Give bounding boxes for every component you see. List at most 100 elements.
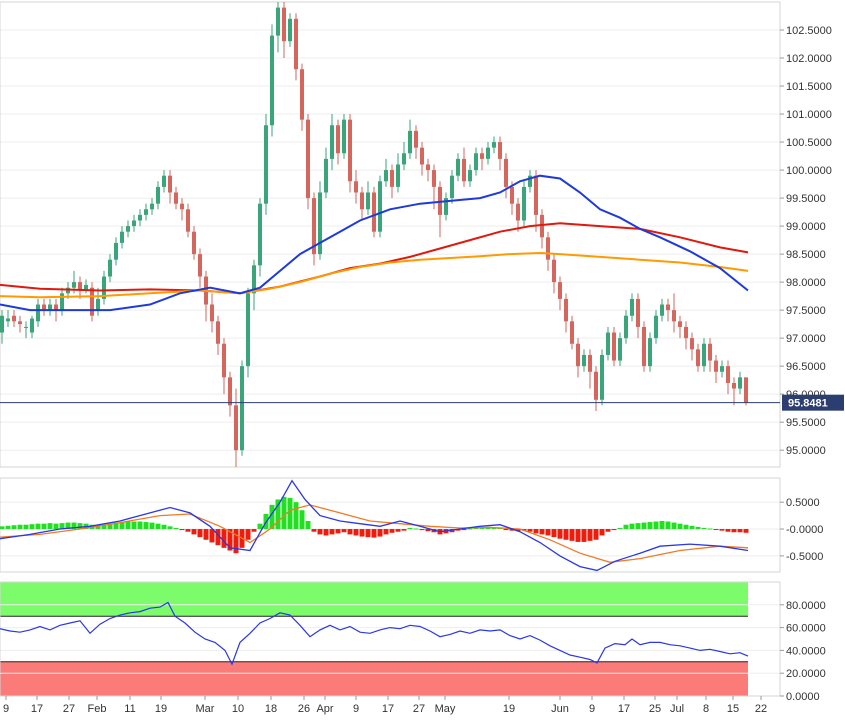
candle-body [672,310,676,322]
macd-histogram-bar [161,524,167,530]
candle-body [738,377,742,389]
macd-histogram-bar [719,529,725,531]
candle-body [24,326,28,328]
rsi-panel[interactable]: 80.0000 60.0000 40.0000 20.0000 0.0000 [0,581,826,703]
macd-histogram-bar [155,523,161,530]
candle-body [618,338,622,361]
candle-body [456,158,460,176]
candle-body [324,158,328,193]
candle-body [162,175,166,187]
candle-body [552,259,556,283]
macd-histogram-bar [281,496,287,530]
x-tick-label: 9 [3,703,9,715]
candle-body [612,332,616,361]
macd-tick-label: 0.5000 [786,497,820,509]
rsi-tick-label: 60.0000 [786,623,826,635]
candle-body [504,158,508,187]
candle-body [666,304,670,311]
candle-body [252,265,256,294]
candle-body [528,175,532,187]
price-tick-label: 102.0000 [786,53,832,65]
time-axis: 9 17 27 Feb 11 19 Mar 10 18 26 Apr 9 17 27 May 19 Jun 9 17… [3,696,767,715]
macd-histogram-bar [527,529,533,532]
macd-histogram-bar [659,520,665,530]
macd-tick-label: -0.5000 [786,551,823,563]
candle-body [480,153,484,159]
candle-body [396,164,400,187]
candle-body [414,130,418,148]
macd-histogram-bar [143,522,149,530]
candle-body [216,321,220,344]
x-tick-label: 22 [755,703,767,715]
macd-histogram-bar [383,529,389,535]
x-tick-label: 10 [232,703,244,715]
price-tick-label: 98.5000 [786,249,826,261]
macd-histogram-bar [197,529,203,538]
candle-body [522,186,526,221]
last-price-marker: 95.8481 [0,394,844,411]
macd-histogram-bar [23,524,29,530]
macd-histogram-bar [617,527,623,530]
macd-histogram-bar [635,523,641,530]
candle-body [726,366,730,383]
candle-body [444,198,448,215]
sma-slow-line [0,222,749,295]
x-tick-label: 17 [382,703,394,715]
macd-panel[interactable]: 0.5000 -0.0000 -0.5000 [0,477,823,573]
macd-histogram-bar [665,521,671,530]
candle-body [384,170,388,182]
x-tick-label: Apr [316,703,333,715]
candle-body [54,304,58,311]
macd-histogram-bar [305,520,311,530]
candle-body [258,203,262,266]
candle-body [606,332,610,355]
candle-body [78,282,82,291]
candle-body [558,282,562,299]
macd-histogram-bar [401,529,407,531]
macd-signal-line [0,504,749,563]
candle-body [546,237,550,260]
macd-tick-label: -0.0000 [786,524,823,536]
rsi-tick-label: 20.0000 [786,668,826,680]
macd-histogram-bar [341,529,347,533]
candle-body [126,226,130,232]
candle-body [594,371,598,400]
macd-histogram-bar [323,529,329,536]
price-tick-label: 102.5000 [786,25,832,37]
macd-histogram-bar [173,527,179,530]
macd-histogram-bar [131,521,137,530]
price-tick-label: 95.0000 [786,445,826,457]
sma-fast-line [0,174,749,312]
candle-body [120,231,124,243]
price-panel[interactable]: 102.5000 102.0000 101.5000 101.0000 100.5000… [0,1,832,468]
macd-histogram-bar [95,525,101,530]
candle-body [492,142,496,148]
macd-histogram-bar [587,529,593,541]
candle-body [264,125,268,204]
candle-body [108,259,112,277]
price-tick-label: 100.0000 [786,165,832,177]
macd-histogram-bar [581,529,587,542]
macd-main-line [0,479,749,572]
macd-histogram-bar [317,529,323,535]
candle-body [702,343,706,367]
candle-body [282,7,286,42]
candle-body [234,405,238,451]
candle-body [684,326,688,339]
rsi-tick-label: 0.0000 [786,691,820,703]
price-frame [0,1,781,468]
x-tick-label: 19 [155,703,167,715]
macd-histogram-bar [365,529,371,538]
macd-histogram-bar [545,529,551,536]
candle-body [432,170,436,187]
x-tick-label: May [435,703,456,715]
macd-histogram-bar [599,529,605,536]
macd-histogram-bar [11,525,17,530]
macd-histogram-bar [503,529,509,531]
candle-body [624,315,628,339]
macd-histogram-bar [593,529,599,540]
candle-body [102,276,106,299]
macd-histogram-bar [725,529,731,532]
price-tick-label: 98.0000 [786,277,826,289]
